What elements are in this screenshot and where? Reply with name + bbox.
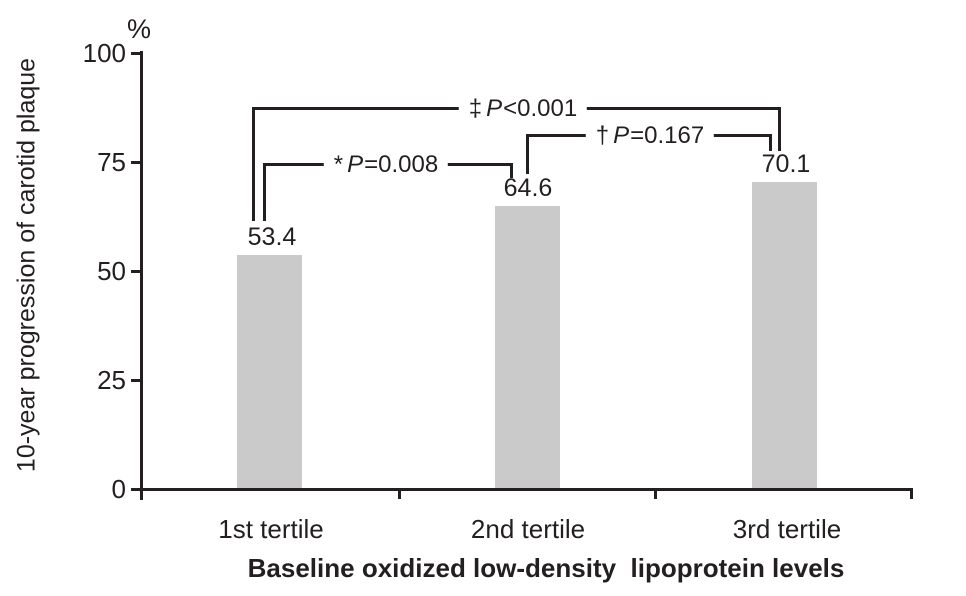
- bar-value-label-2nd-tertile: 64.6: [503, 174, 553, 202]
- dagger-marker: †: [595, 122, 610, 149]
- x-tick-3: [910, 490, 913, 499]
- y-axis-title: 10-year progression of carotid plaque: [12, 57, 41, 473]
- asterisk-marker: *: [333, 151, 344, 178]
- y-tick-label-100: 100: [82, 38, 126, 68]
- x-axis-title: Baseline oxidized low-density lipoprotei…: [247, 553, 845, 583]
- y-tick-label-75: 75: [97, 147, 126, 177]
- x-tick-2: [654, 490, 657, 499]
- y-tick-label-50: 50: [97, 256, 126, 286]
- y-tick-25: [131, 379, 141, 382]
- double-dagger-marker: ‡: [468, 95, 483, 122]
- x-axis-line: [134, 488, 913, 491]
- bracket-1v3-right-leg: [778, 107, 781, 151]
- category-label-2nd-tertile: 2nd tertile: [470, 514, 586, 544]
- bar-1st-tertile: [237, 255, 302, 488]
- y-axis-line: [140, 51, 143, 500]
- bar-2nd-tertile: [495, 206, 560, 488]
- p-value-label-2v3: † P=0.167: [585, 121, 715, 151]
- y-axis-unit-label: %: [127, 14, 152, 44]
- y-tick-0: [131, 488, 141, 491]
- bracket-1v3-left-leg: [252, 107, 255, 221]
- p-value-label-1v2: * P=0.008: [323, 150, 449, 180]
- x-tick-1: [398, 490, 401, 499]
- bar-value-label-1st-tertile: 53.4: [247, 223, 297, 251]
- p-value-label-1v3: ‡ P<0.001: [458, 94, 588, 124]
- bar-value-label-3rd-tertile: 70.1: [761, 150, 811, 178]
- category-label-3rd-tertile: 3rd tertile: [732, 514, 842, 544]
- y-tick-label-25: 25: [97, 365, 126, 395]
- bar-3rd-tertile: [752, 182, 817, 488]
- bracket-2v3-left-leg: [526, 134, 529, 174]
- bracket-2v3-right-leg: [769, 134, 772, 151]
- category-label-1st-tertile: 1st tertile: [218, 514, 324, 544]
- y-tick-label-0: 0: [111, 474, 126, 504]
- y-tick-75: [131, 161, 141, 164]
- bracket-1v2-left-leg: [263, 163, 266, 221]
- y-tick-50: [131, 270, 141, 273]
- bracket-1v2-right-leg: [510, 163, 513, 178]
- y-tick-100: [131, 52, 141, 55]
